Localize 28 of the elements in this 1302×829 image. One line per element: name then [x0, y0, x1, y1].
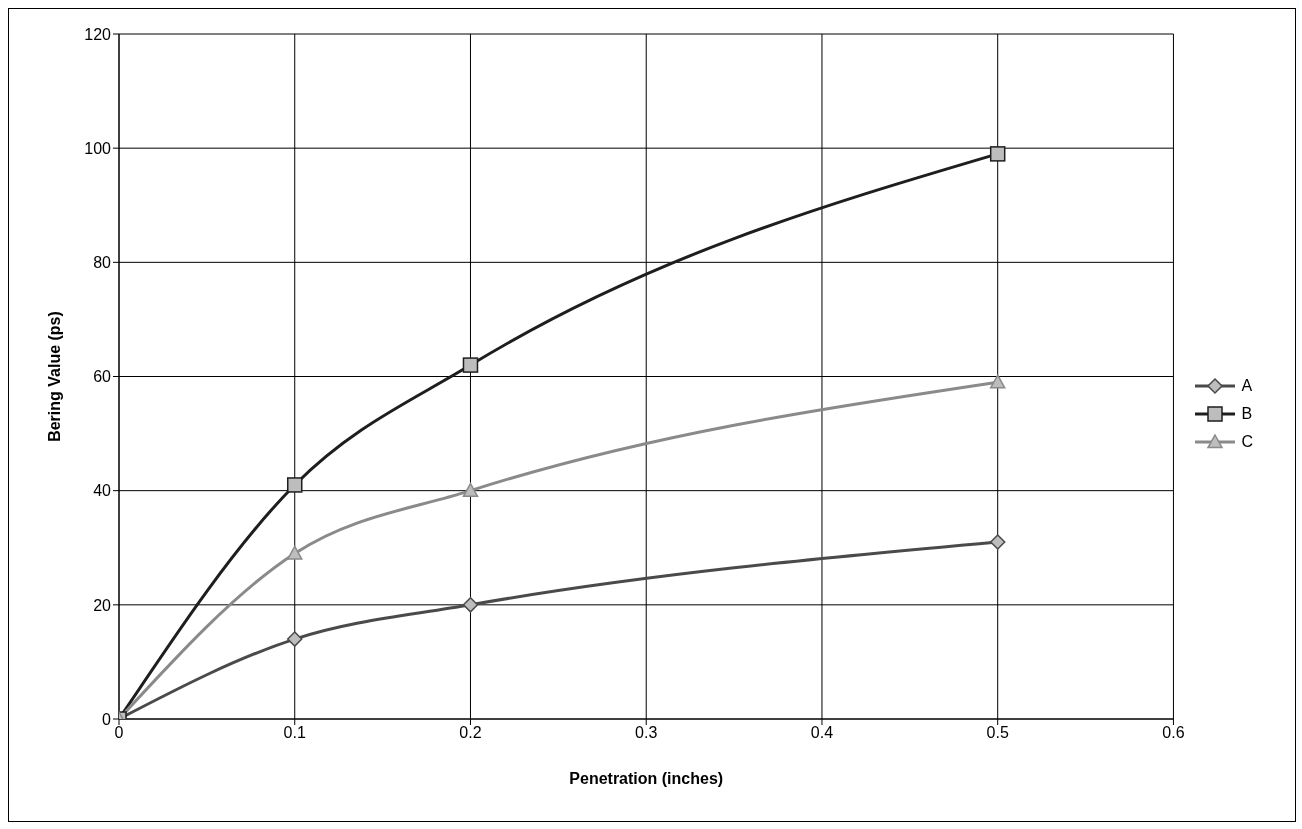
x-tick-label: 0.3	[635, 724, 658, 742]
x-tick-label: 0.5	[986, 724, 1009, 742]
legend-label: A	[1241, 377, 1253, 395]
y-tick-label: 40	[93, 482, 112, 500]
point	[989, 374, 1006, 389]
point	[462, 482, 479, 498]
point	[462, 597, 479, 613]
point	[989, 146, 1006, 162]
x-tick-label: 0.6	[1162, 724, 1185, 742]
point	[462, 357, 479, 373]
point	[286, 631, 303, 647]
point	[989, 534, 1006, 550]
y-tick-label: 120	[84, 25, 112, 43]
y-tick-label: 0	[102, 710, 112, 728]
legend-label: B	[1241, 405, 1253, 423]
y-axis-title: Bering Value (ps)	[45, 311, 63, 442]
x-tick-label: 0.4	[810, 724, 834, 742]
x-axis-title: Penetration (inches)	[569, 770, 724, 787]
x-tick-label: 0.1	[283, 724, 306, 742]
y-tick-label: 80	[93, 254, 112, 272]
point	[286, 545, 303, 560]
x-tick-label: 0	[114, 724, 124, 742]
y-tick-label: 60	[93, 368, 112, 386]
x-tick-label: 0.2	[459, 724, 482, 742]
legend-label: C	[1241, 433, 1253, 451]
point	[286, 477, 303, 493]
y-tick-label: 100	[84, 139, 112, 157]
y-tick-label: 20	[93, 596, 112, 614]
